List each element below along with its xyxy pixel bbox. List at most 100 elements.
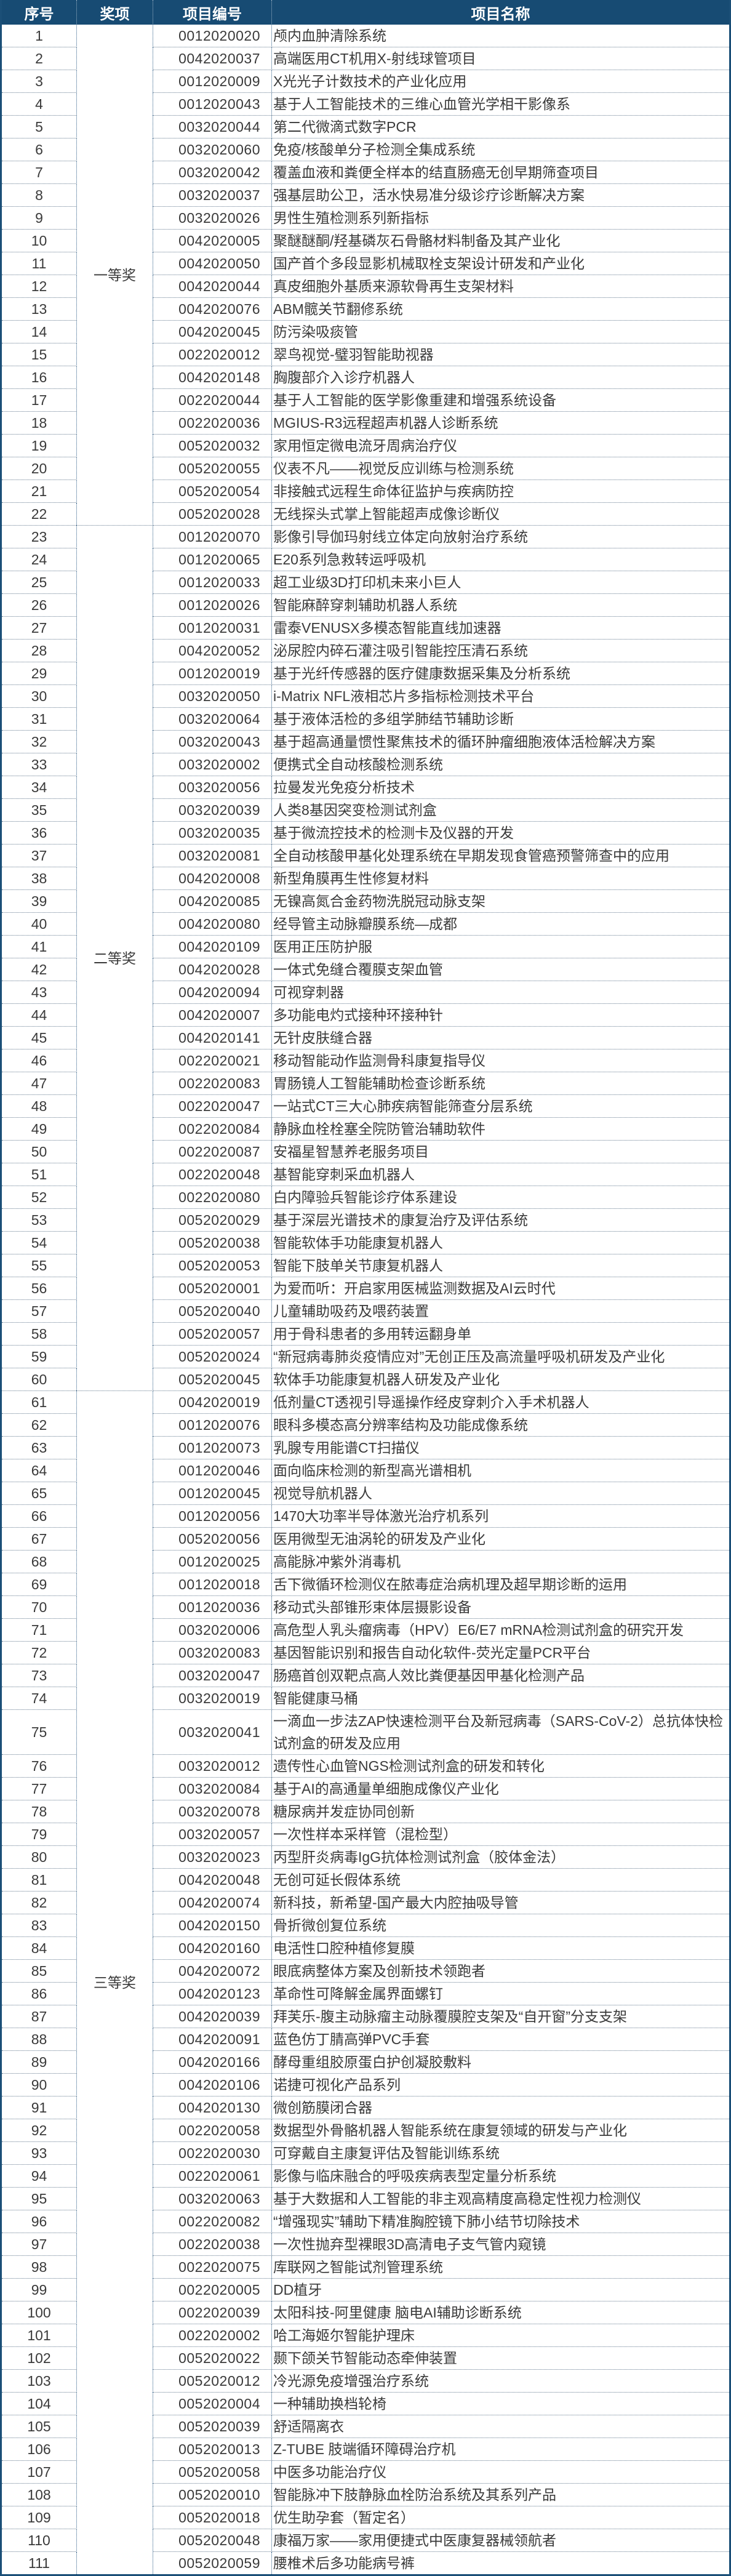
project-code: 0052020010 xyxy=(153,2483,272,2507)
project-name: 一种辅助换档轮椅 xyxy=(271,2392,730,2416)
row-number: 30 xyxy=(1,684,77,708)
project-name: 一滴血一步法ZAP快速检测平台及新冠病毒（SARS-CoV-2）总抗体快检试剂盒… xyxy=(271,1709,730,1755)
project-code: 0012020033 xyxy=(153,571,272,595)
project-name: 无创可延长假体系统 xyxy=(271,1868,730,1892)
project-code: 0012020009 xyxy=(153,70,272,94)
project-code: 0012020025 xyxy=(153,1550,272,1574)
table-row: 88 0042020091 蓝色仿丁腈高弹PVC手套 xyxy=(1,2028,730,2052)
row-number: 38 xyxy=(1,867,77,891)
project-code: 0042020166 xyxy=(153,2050,272,2074)
project-code: 0012020018 xyxy=(153,1573,272,1597)
project-code: 0022020005 xyxy=(153,2278,272,2302)
table-header: 序号 奖项 项目编号 项目名称 xyxy=(1,0,730,25)
table-row: 73 0032020047 肠癌首创双靶点高人效比粪便基因甲基化检测产品 xyxy=(1,1664,730,1688)
row-number: 36 xyxy=(1,821,77,845)
row-number: 105 xyxy=(1,2415,77,2439)
project-code: 0032020041 xyxy=(153,1709,272,1755)
project-name: 静脉血栓栓塞全院防管治辅助软件 xyxy=(271,1117,730,1141)
project-name: 泌尿腔内碎石灌注吸引智能控压清石系统 xyxy=(271,639,730,663)
project-code: 0032020037 xyxy=(153,183,272,207)
project-code: 0022020058 xyxy=(153,2119,272,2143)
project-code: 0052020004 xyxy=(153,2392,272,2416)
table-row: 27 0012020031 雷泰VENUSX多模态智能直线加速器 xyxy=(1,616,730,640)
row-number: 106 xyxy=(1,2438,77,2462)
column-header-code: 项目编号 xyxy=(153,0,272,25)
project-name: 移动智能动作监测骨科康复指导仪 xyxy=(271,1049,730,1073)
table-row: 50 0022020087 安福星智慧养老服务项目 xyxy=(1,1140,730,1164)
row-number: 4 xyxy=(1,92,77,116)
row-number: 110 xyxy=(1,2529,77,2553)
row-number: 53 xyxy=(1,1208,77,1232)
row-number: 28 xyxy=(1,639,77,663)
project-code: 0022020047 xyxy=(153,1094,272,1118)
project-code: 0052020054 xyxy=(153,479,272,504)
table-row: 63 0012020073 乳腺专用能谱CT扫描仪 xyxy=(1,1436,730,1460)
table-row: 53 0052020029 基于深层光谱技术的康复治疗及评估系统 xyxy=(1,1208,730,1232)
project-code: 0052020012 xyxy=(153,2369,272,2393)
project-code: 0052020039 xyxy=(153,2415,272,2439)
row-number: 57 xyxy=(1,1299,77,1323)
table-row: 59 0052020024 “新冠病毒肺炎疫情应对”无创正压及高流量呼吸机研发及产业… xyxy=(1,1345,730,1369)
row-number: 64 xyxy=(1,1459,77,1483)
table-row: 22 0052020028 无线探头式掌上智能超声成像诊断仪 xyxy=(1,502,730,526)
row-number: 52 xyxy=(1,1186,77,1210)
table-row: 37 0032020081 全自动核酸甲基化处理系统在早期发现食管癌预警筛查中的应用 xyxy=(1,844,730,868)
table-row: 32 0032020043 基于超高通量惯性聚焦技术的循环肿瘤细胞液体活检解决方案 xyxy=(1,730,730,754)
project-code: 0042020148 xyxy=(153,366,272,390)
table-row: 89 0042020166 酵母重组胶原蛋白护创凝胶敷料 xyxy=(1,2050,730,2074)
row-number: 44 xyxy=(1,1003,77,1027)
project-code: 0042020141 xyxy=(153,1026,272,1050)
project-name: 医用正压防护服 xyxy=(271,935,730,959)
project-name: 库联网之智能试剂管理系统 xyxy=(271,2255,730,2279)
row-number: 86 xyxy=(1,1982,77,2006)
project-name: 视觉导航机器人 xyxy=(271,1482,730,1506)
table-row: 52 0022020080 白内障验兵智能诊疗体系建设 xyxy=(1,1186,730,1210)
project-code: 0052020040 xyxy=(153,1299,272,1323)
table-row: 65 0012020045 视觉导航机器人 xyxy=(1,1482,730,1506)
project-code: 0052020029 xyxy=(153,1208,272,1232)
project-name: 骨折微创复位系统 xyxy=(271,1914,730,1938)
project-name: 新型角膜再生性修复材料 xyxy=(271,867,730,891)
project-name: 基因智能识别和报告自动化软件-荧光定量PCR平台 xyxy=(271,1641,730,1665)
project-code: 0042020160 xyxy=(153,1936,272,1960)
table-row: 38 0042020008 新型角膜再生性修复材料 xyxy=(1,867,730,891)
table-row: 40 0042020080 经导管主动脉瓣膜系统—成都 xyxy=(1,912,730,936)
table-row: 108 0052020010 智能脉冲下肢静脉血栓防治系统及其系列产品 xyxy=(1,2483,730,2507)
project-code: 0012020043 xyxy=(153,92,272,116)
row-number: 60 xyxy=(1,1368,77,1392)
row-number: 1 xyxy=(1,25,77,48)
table-row: 24 0012020065 E20系列急救转运呼吸机 xyxy=(1,548,730,572)
project-name: 哈工海姬尔智能护理床 xyxy=(271,2324,730,2348)
project-code: 0022020030 xyxy=(153,2141,272,2165)
project-code: 0042020072 xyxy=(153,1959,272,1983)
table-row: 80 0032020023 丙型肝炎病毒IgG抗体检测试剂盒（胶体金法） xyxy=(1,1845,730,1869)
project-code: 0032020064 xyxy=(153,707,272,731)
project-code: 0022020087 xyxy=(153,1140,272,1164)
table-row: 39 0042020085 无镍高氮合金药物洗脱冠动脉支架 xyxy=(1,889,730,913)
project-code: 0022020080 xyxy=(153,1186,272,1210)
project-name: 拜芙乐-腹主动脉瘤主动脉覆膜腔支架及“自开窗”分支支架 xyxy=(271,2005,730,2029)
table-row: 94 0022020061 影像与临床融合的呼吸疾病表型定量分析系统 xyxy=(1,2164,730,2188)
table-row: 55 0052020053 智能下肢单关节康复机器人 xyxy=(1,1254,730,1278)
project-code: 0022020002 xyxy=(153,2324,272,2348)
project-name: 胃肠镜人工智能辅助检查诊断系统 xyxy=(271,1072,730,1096)
table-row: 41 0042020109 医用正压防护服 xyxy=(1,935,730,959)
table-row: 51 0022020048 基智能穿刺采血机器人 xyxy=(1,1163,730,1187)
project-name: 经导管主动脉瓣膜系统—成都 xyxy=(271,912,730,936)
row-number: 19 xyxy=(1,434,77,458)
project-name: 智能健康马桶 xyxy=(271,1687,730,1711)
table-row: 5 0032020044 第二代微滴式数字PCR xyxy=(1,115,730,139)
project-code: 0022020084 xyxy=(153,1117,272,1141)
project-code: 0032020042 xyxy=(153,161,272,185)
table-row: 36 0032020035 基于微流控技术的检测卡及仪器的开发 xyxy=(1,821,730,845)
project-code: 0042020048 xyxy=(153,1868,272,1892)
table-row: 46 0022020021 移动智能动作监测骨科康复指导仪 xyxy=(1,1049,730,1073)
project-name: 康福万家——家用便捷式中医康复器械领航者 xyxy=(271,2529,730,2553)
row-number: 70 xyxy=(1,1595,77,1619)
table-row: 72 0032020083 基因智能识别和报告自动化软件-荧光定量PCR平台 xyxy=(1,1641,730,1665)
project-code: 0022020082 xyxy=(153,2210,272,2234)
row-number: 56 xyxy=(1,1277,77,1301)
project-name: 腰椎术后多功能病号裤 xyxy=(271,2551,730,2576)
row-number: 79 xyxy=(1,1823,77,1847)
project-code: 0032020050 xyxy=(153,684,272,708)
